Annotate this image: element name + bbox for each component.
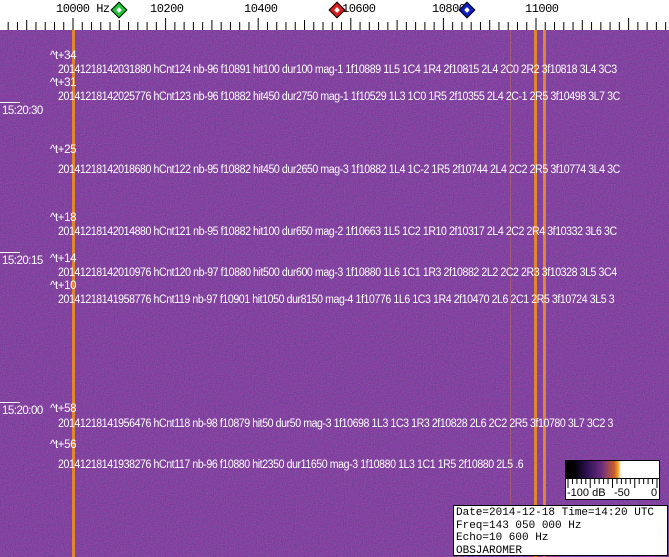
event-tag: ^t+34 <box>50 50 77 62</box>
event-tag: ^t+25 <box>50 144 77 156</box>
frequency-scale: 10000 Hz 10200 10400 10600 10800 11000 <box>0 0 669 30</box>
colorbar-label-max: 0 <box>651 487 658 499</box>
time-label: 15:20:30 <box>0 102 43 117</box>
freq-label-10600: 10600 <box>342 2 376 16</box>
freq-label-11000: 11000 <box>525 2 559 16</box>
event-tag: ^t+18 <box>50 212 77 224</box>
event-row: 20141218141938276 hCnt117 nb-96 f10880 h… <box>58 459 524 471</box>
event-row: 20141218141956476 hCnt118 nb-98 f10879 h… <box>58 418 613 430</box>
freq-label-10200: 10200 <box>150 2 184 16</box>
color-gradient <box>566 461 659 479</box>
event-row: 20141218142014880 hCnt121 nb-95 f10882 h… <box>58 226 617 238</box>
event-tag: ^t+31 <box>50 77 77 89</box>
color-scale-ticks <box>567 479 658 488</box>
time-label: 15:20:15 <box>0 252 43 267</box>
noise-background <box>0 30 669 557</box>
color-scale-bar: -100 dB -50 0 <box>565 460 660 500</box>
freq-label-10000: 10000 Hz <box>56 2 110 16</box>
event-tag: ^t+14 <box>50 253 77 265</box>
event-row: 20141218142018680 hCnt122 nb-95 f10882 h… <box>58 164 620 176</box>
info-date-time: Date=2014-12-18 Time=14:20 UTC <box>456 507 655 519</box>
event-row: 20141218142031880 hCnt124 nb-96 f10891 h… <box>58 64 617 76</box>
event-tag: ^t+10 <box>50 280 77 292</box>
event-row: 20141218141958776 hCnt119 nb-97 f10901 h… <box>58 294 615 306</box>
info-echo: Echo=10 600 Hz <box>456 532 549 544</box>
info-frequency: Freq=143 050 000 Hz <box>456 519 582 532</box>
event-tag: ^t+56 <box>50 439 77 451</box>
time-label: 15:20:00 <box>0 402 43 417</box>
colorbar-label-mid: -50 <box>614 487 630 499</box>
carrier-line-10000 <box>72 30 75 557</box>
carrier-line-a <box>534 30 537 557</box>
event-row: 20141218142025776 hCnt123 nb-96 f10882 h… <box>58 91 620 103</box>
info-observer: OBSJAROMER <box>456 544 523 557</box>
frequency-ticks <box>7 18 667 30</box>
colorbar-label-min: -100 dB <box>567 487 606 499</box>
faint-line <box>510 30 511 557</box>
event-tag: ^t+58 <box>50 403 77 415</box>
spectrogram-waterfall[interactable]: 15:20:30 15:20:15 15:20:00 ^t+34 ^t+31 ^… <box>0 30 669 557</box>
event-row: 20141218142010976 hCnt120 nb-97 f10880 h… <box>58 267 617 279</box>
info-box: Date=2014-12-18 Time=14:20 UTC Freq=143 … <box>453 505 668 557</box>
carrier-line-b <box>543 30 546 557</box>
freq-label-10400: 10400 <box>244 2 278 16</box>
freq-label-10800: 10800 <box>432 2 466 16</box>
